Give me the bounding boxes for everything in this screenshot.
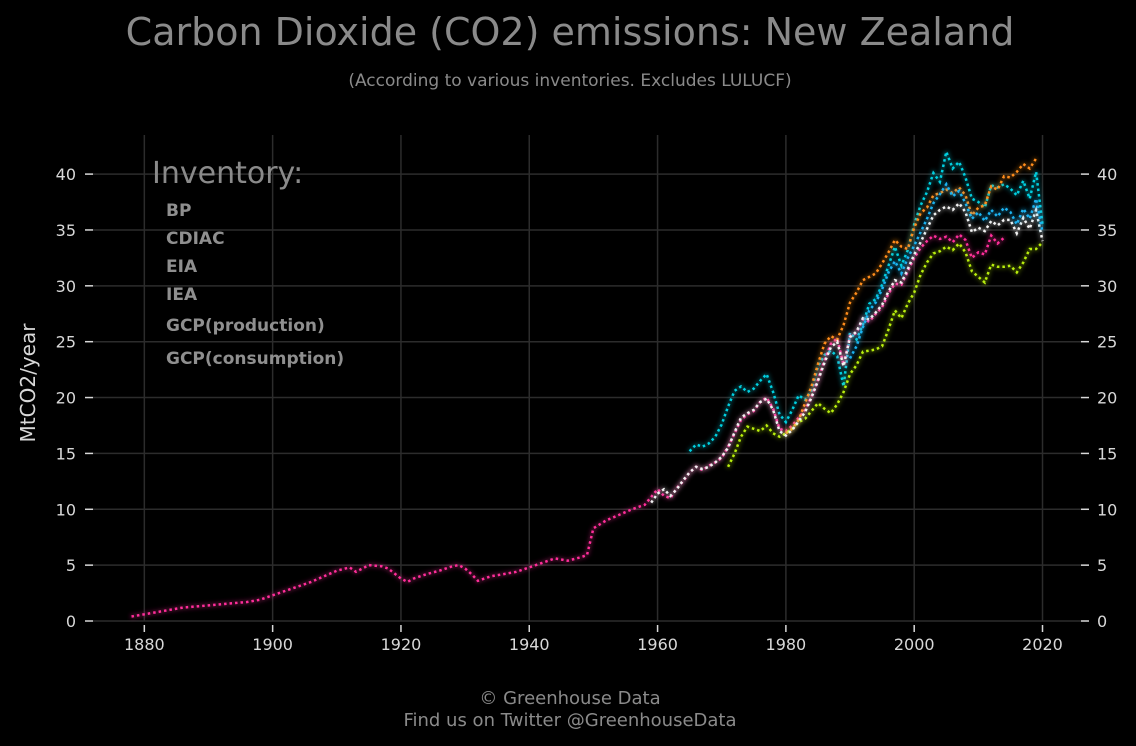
series-line-gcp-consumption <box>848 181 1044 359</box>
x-tick-label: 2020 <box>1022 635 1063 654</box>
y-tick-label: 25 <box>56 333 76 352</box>
legend-title: Inventory: <box>152 156 303 191</box>
series-lines <box>131 147 1044 618</box>
y-tick-label-right: 35 <box>1097 221 1117 240</box>
y-tick-label: 30 <box>56 277 76 296</box>
chart-title: Carbon Dioxide (CO2) emissions: New Zeal… <box>126 10 1015 54</box>
y-tick-label: 10 <box>56 500 76 519</box>
y-tick-label-right: 5 <box>1097 556 1107 575</box>
x-tick-label: 1980 <box>766 635 807 654</box>
footer-copyright: © Greenhouse Data <box>479 688 660 709</box>
legend: Inventory: BP CDIAC EIA IEA GCP(production) G… <box>108 156 344 369</box>
legend-label: EIA <box>166 257 198 277</box>
y-tick-label: 35 <box>56 221 76 240</box>
y-tick-label: 15 <box>56 444 76 463</box>
y-tick-label: 20 <box>56 389 76 408</box>
chart-subtitle: (According to various inventories. Exclu… <box>348 71 791 91</box>
y-tick-label: 0 <box>66 612 76 631</box>
series-line-eia <box>785 157 1038 435</box>
legend-label: CDIAC <box>166 229 225 249</box>
y-tick-label-right: 10 <box>1097 500 1117 519</box>
series-line-cdiac <box>131 232 1005 618</box>
y-tick-label-right: 25 <box>1097 333 1117 352</box>
y-tick-label-right: 20 <box>1097 389 1117 408</box>
x-tick-label: 1900 <box>252 635 293 654</box>
series-line-bp <box>688 147 1044 453</box>
x-tick-label: 1880 <box>124 635 165 654</box>
y-tick-label-right: 40 <box>1097 165 1117 184</box>
x-tick-label: 2000 <box>894 635 935 654</box>
y-tick-label: 40 <box>56 165 76 184</box>
legend-label: IEA <box>166 285 198 305</box>
x-tick-label: 1960 <box>637 635 678 654</box>
y-tick-label-right: 0 <box>1097 612 1107 631</box>
legend-label: BP <box>166 201 191 221</box>
y-tick-label: 5 <box>66 556 76 575</box>
footer-twitter: Find us on Twitter @GreenhouseData <box>403 710 736 731</box>
legend-label: GCP(consumption) <box>166 349 344 369</box>
y-tick-label-right: 30 <box>1097 277 1117 296</box>
y-tick-label-right: 15 <box>1097 444 1117 463</box>
grid <box>93 135 1081 622</box>
legend-label: GCP(production) <box>166 316 325 336</box>
x-tick-label: 1920 <box>381 635 422 654</box>
series-line-gcp-production <box>650 201 1044 504</box>
x-tick-label: 1940 <box>509 635 550 654</box>
y-axis-label: MtCO2/year <box>16 323 40 443</box>
series-line-iea <box>726 241 1044 468</box>
